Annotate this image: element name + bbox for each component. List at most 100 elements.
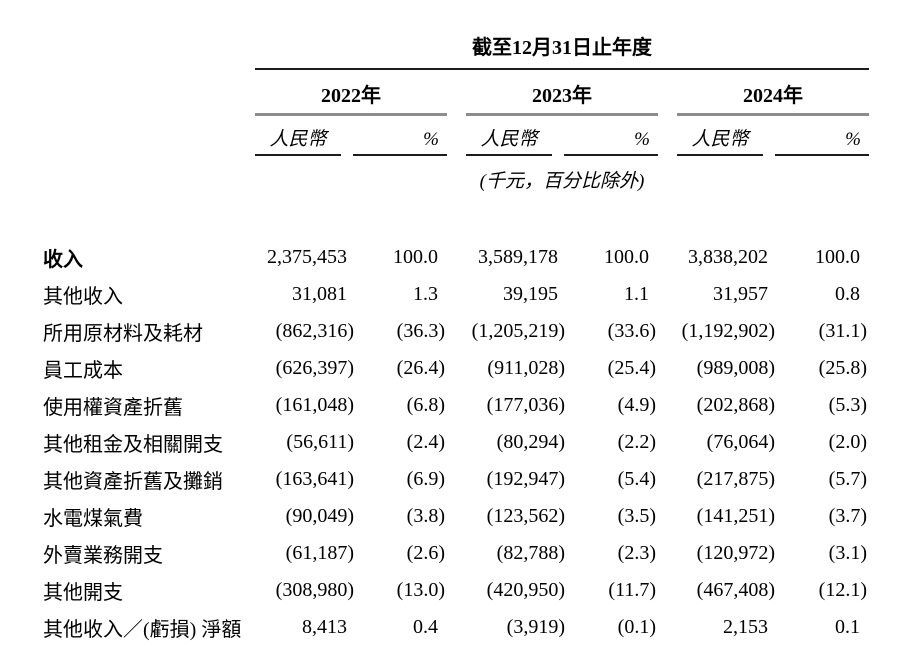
- value-pct-2022: 100.0: [393, 246, 438, 268]
- value-rmb-2023: (80,294): [496, 431, 565, 453]
- value-pct-2024: 100.0: [815, 246, 860, 268]
- period-header: 截至12月31日止年度: [255, 36, 869, 70]
- table-row: 其他資產折舊及攤銷 (163,641) (6.9) (192,947) (5.4…: [43, 461, 869, 498]
- table-row: 使用權資產折舊 (161,048) (6.8) (177,036) (4.9) …: [43, 387, 869, 424]
- row-label: 外賣業務開支: [43, 545, 163, 567]
- value-pct-2022: (6.8): [406, 394, 445, 416]
- value-pct-2024: (3.7): [828, 505, 867, 527]
- value-pct-2024: (25.8): [818, 357, 867, 379]
- value-pct-2023: (4.9): [617, 394, 656, 416]
- value-rmb-2024: (76,064): [706, 431, 775, 453]
- row-label: 水電煤氣費: [43, 508, 143, 530]
- value-rmb-2024: (989,008): [696, 357, 775, 379]
- value-rmb-2023: (3,919): [506, 616, 565, 638]
- value-pct-2023: (2.3): [617, 542, 656, 564]
- value-rmb-2022: 8,413: [302, 616, 347, 638]
- value-rmb-2022: (308,980): [275, 579, 354, 601]
- value-rmb-2023: (1,205,219): [471, 320, 565, 342]
- value-rmb-2023: (911,028): [487, 357, 565, 379]
- value-pct-2024: (3.1): [828, 542, 867, 564]
- unit-header-row: 人民幣 % 人民幣 % 人民幣 %: [43, 128, 869, 156]
- value-pct-2024: 0.1: [835, 616, 860, 638]
- value-pct-2023: (0.1): [617, 616, 656, 638]
- value-rmb-2022: 2,375,453: [267, 246, 347, 268]
- value-pct-2022: (2.6): [406, 542, 445, 564]
- currency-header-2023: 人民幣: [466, 128, 552, 156]
- table-row: 其他開支 (308,980) (13.0) (420,950) (11.7) (…: [43, 572, 869, 609]
- value-rmb-2022: (90,049): [285, 505, 354, 527]
- value-rmb-2024: 31,957: [713, 283, 768, 305]
- value-rmb-2024: (202,868): [696, 394, 775, 416]
- value-rmb-2024: (467,408): [696, 579, 775, 601]
- value-pct-2024: (5.3): [828, 394, 867, 416]
- value-pct-2022: (2.4): [406, 431, 445, 453]
- year-header-2022: 2022年: [255, 84, 447, 116]
- value-rmb-2024: 3,838,202: [688, 246, 768, 268]
- value-pct-2022: 1.3: [413, 283, 438, 305]
- value-rmb-2023: (177,036): [486, 394, 565, 416]
- value-rmb-2024: (141,251): [696, 505, 775, 527]
- period-header-row: 截至12月31日止年度: [43, 36, 869, 70]
- value-pct-2022: (26.4): [396, 357, 445, 379]
- value-pct-2022: (6.9): [406, 468, 445, 490]
- value-pct-2023: 100.0: [604, 246, 649, 268]
- value-rmb-2024: (120,972): [696, 542, 775, 564]
- table-row: 其他租金及相關開支 (56,611) (2.4) (80,294) (2.2) …: [43, 424, 869, 461]
- percent-header-2023: %: [564, 128, 658, 156]
- value-rmb-2022: (862,316): [275, 320, 354, 342]
- value-rmb-2023: (123,562): [486, 505, 565, 527]
- value-rmb-2022: (163,641): [275, 468, 354, 490]
- value-rmb-2023: 3,589,178: [478, 246, 558, 268]
- table-row: 外賣業務開支 (61,187) (2.6) (82,788) (2.3) (12…: [43, 535, 869, 572]
- value-pct-2023: (33.6): [607, 320, 656, 342]
- currency-header-2024: 人民幣: [677, 128, 763, 156]
- table-row: 其他收入 31,081 1.3 39,195 1.1 31,957 0.8: [43, 276, 869, 313]
- table-row: 員工成本 (626,397) (26.4) (911,028) (25.4) (…: [43, 350, 869, 387]
- percent-header-2022: %: [353, 128, 447, 156]
- row-label: 其他收入／(虧損) 淨額: [43, 619, 242, 641]
- table-row: 收入 2,375,453 100.0 3,589,178 100.0 3,838…: [43, 239, 869, 276]
- value-rmb-2022: 31,081: [292, 283, 347, 305]
- value-rmb-2022: (626,397): [275, 357, 354, 379]
- value-pct-2023: (25.4): [607, 357, 656, 379]
- value-pct-2023: (3.5): [617, 505, 656, 527]
- row-label: 使用權資產折舊: [43, 397, 183, 419]
- value-pct-2024: (31.1): [818, 320, 867, 342]
- value-pct-2022: (36.3): [396, 320, 445, 342]
- value-rmb-2024: (217,875): [696, 468, 775, 490]
- value-pct-2023: (11.7): [608, 579, 656, 601]
- row-label: 其他租金及相關開支: [43, 434, 223, 456]
- table-row: 所用原材料及耗材 (862,316) (36.3) (1,205,219) (3…: [43, 313, 869, 350]
- value-pct-2023: 1.1: [624, 283, 649, 305]
- value-pct-2022: 0.4: [413, 616, 438, 638]
- value-pct-2022: (3.8): [406, 505, 445, 527]
- row-label: 其他資產折舊及攤銷: [43, 471, 223, 493]
- year-header-2023: 2023年: [466, 84, 658, 116]
- unit-note: (千元，百分比除外): [479, 171, 645, 192]
- row-label: 員工成本: [43, 360, 123, 382]
- value-rmb-2023: (420,950): [486, 579, 565, 601]
- year-header-2024: 2024年: [677, 84, 869, 116]
- value-rmb-2024: (1,192,902): [681, 320, 775, 342]
- value-rmb-2022: (161,048): [275, 394, 354, 416]
- value-rmb-2023: 39,195: [503, 283, 558, 305]
- row-label: 其他收入: [43, 286, 123, 308]
- value-rmb-2022: (61,187): [285, 542, 354, 564]
- percent-header-2024: %: [775, 128, 869, 156]
- value-pct-2024: (5.7): [828, 468, 867, 490]
- table-row: 水電煤氣費 (90,049) (3.8) (123,562) (3.5) (14…: [43, 498, 869, 535]
- value-rmb-2023: (192,947): [486, 468, 565, 490]
- value-pct-2023: (5.4): [617, 468, 656, 490]
- value-rmb-2023: (82,788): [496, 542, 565, 564]
- row-label: 所用原材料及耗材: [43, 323, 203, 345]
- value-pct-2023: (2.2): [617, 431, 656, 453]
- row-label: 其他開支: [43, 582, 123, 604]
- value-pct-2024: (12.1): [818, 579, 867, 601]
- table-body: 收入 2,375,453 100.0 3,589,178 100.0 3,838…: [43, 239, 869, 646]
- table-row: 其他收入／(虧損) 淨額 8,413 0.4 (3,919) (0.1) 2,1…: [43, 609, 869, 646]
- row-label: 收入: [43, 249, 83, 271]
- year-header-row: 2022年 2023年 2024年: [43, 84, 869, 116]
- value-pct-2022: (13.0): [396, 579, 445, 601]
- value-pct-2024: 0.8: [835, 283, 860, 305]
